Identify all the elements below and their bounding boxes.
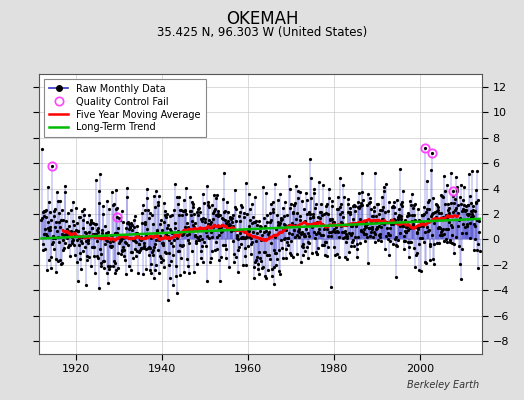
Text: 35.425 N, 96.303 W (United States): 35.425 N, 96.303 W (United States)	[157, 26, 367, 39]
Legend: Raw Monthly Data, Quality Control Fail, Five Year Moving Average, Long-Term Tren: Raw Monthly Data, Quality Control Fail, …	[44, 79, 205, 137]
Text: Berkeley Earth: Berkeley Earth	[407, 380, 479, 390]
Text: OKEMAH: OKEMAH	[226, 10, 298, 28]
